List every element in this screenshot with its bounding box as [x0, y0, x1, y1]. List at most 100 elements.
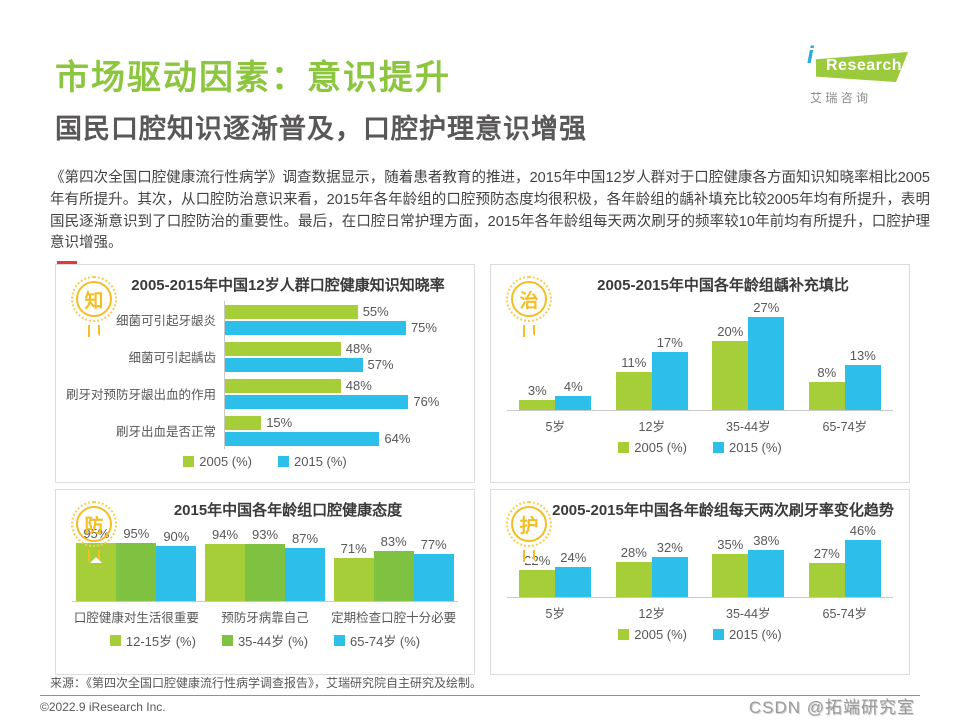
- bar-wrap: 32%: [651, 540, 688, 598]
- category-label: 定期检查口腔十分必要: [331, 611, 457, 626]
- bar-line: 48%: [225, 341, 462, 356]
- category-axis: 5岁 12岁 35-44岁 65-74岁: [507, 416, 893, 435]
- bar: [748, 550, 785, 598]
- category-label: 35-44岁: [726, 607, 771, 622]
- bar: [413, 554, 454, 602]
- iresearch-logo-mark: i Research: [807, 42, 908, 82]
- bar: [844, 365, 881, 411]
- bar-wrap: 11%: [615, 355, 652, 411]
- bar: [555, 396, 592, 411]
- bar-wrap: 94%: [205, 527, 245, 602]
- legend-swatch: [334, 635, 346, 647]
- bar-value-label: 20%: [717, 324, 744, 340]
- bar: [225, 320, 406, 335]
- bar-value-label: 55%: [362, 304, 389, 320]
- legend-swatch: [618, 442, 630, 454]
- plot-area: 3% 4% 11% 17% 20% 27% 8% 13%: [507, 300, 893, 412]
- bar: [116, 543, 157, 602]
- bar-value-label: 8%: [817, 365, 837, 381]
- bar-value-label: 64%: [384, 431, 411, 447]
- medal-character: 防: [71, 501, 117, 547]
- bar-value-label: 15%: [266, 415, 293, 431]
- legend-item: 12-15岁 (%): [109, 631, 196, 650]
- chart-body: 细菌可引起牙龈炎 55% 75% 细菌可引起龋齿 48% 57% 刷牙对预防牙龈出血的作用 4…: [64, 301, 462, 450]
- chart-title: 2015年中国各年龄组口腔健康态度: [173, 502, 403, 519]
- category-label: 12岁: [638, 607, 665, 622]
- legend-label: 35-44岁 (%): [237, 634, 309, 650]
- legend-label: 2015 (%): [729, 627, 782, 643]
- chart-panel-treatment: 治 2005-2015年中国各年龄组龋补充填比 3% 4% 11% 17% 20% 27%…: [490, 264, 910, 483]
- chart-row: 刷牙出血是否正常 15% 64%: [64, 412, 462, 450]
- bar: [205, 544, 245, 602]
- bar-value-label: 27%: [753, 300, 780, 316]
- bar-value-label: 95%: [123, 526, 150, 542]
- chart-title: 2005-2015年中国各年龄组每天两次刷牙率变化趋势: [552, 502, 894, 519]
- bar: [76, 543, 117, 602]
- bar-wrap: 83%: [373, 534, 414, 602]
- chart-title: 2005-2015年中国各年龄组龋补充填比: [597, 277, 849, 294]
- legend-label: 12-15岁 (%): [125, 634, 196, 650]
- bar-wrap: 71%: [333, 541, 374, 602]
- bar-wrap: 90%: [156, 529, 197, 602]
- bar: [225, 394, 409, 409]
- plot-area: 95% 95% 90% 94% 93% 87% 71% 83% 77%: [72, 526, 458, 603]
- bar-wrap: 8%: [808, 365, 845, 411]
- legend-item: 2005 (%): [183, 454, 252, 469]
- page-title: 市场驱动因素：意识提升: [55, 59, 451, 97]
- bar: [225, 431, 380, 446]
- bar-value-label: 90%: [163, 529, 190, 545]
- bar-value-label: 3%: [527, 383, 547, 399]
- chart-panel-prevention: 防 2015年中国各年龄组口腔健康态度 95% 95% 90% 94% 93% 87% 71…: [55, 489, 475, 675]
- category-label: 65-74岁: [822, 420, 867, 435]
- bar-wrap: 27%: [748, 300, 785, 411]
- page-subtitle: 国民口腔知识逐渐普及，口腔护理意识增强: [55, 114, 587, 144]
- bar-value-label: 32%: [656, 540, 683, 556]
- bar: [712, 554, 749, 598]
- medal-character: 知: [71, 276, 117, 322]
- bar-group: 35% 38%: [700, 533, 797, 598]
- ribbon-icon: [88, 550, 102, 563]
- chart-row: 细菌可引起龋齿 48% 57%: [64, 338, 462, 376]
- legend-swatch: [713, 442, 724, 454]
- bar-line: 76%: [225, 394, 462, 409]
- bar-value-label: 13%: [849, 348, 876, 364]
- category-label: 5岁: [545, 607, 565, 622]
- chart-legend: 2005 (%) 2015 (%): [491, 627, 909, 642]
- chart-body: 95% 95% 90% 94% 93% 87% 71% 83% 77% 口腔健康对生活很重要 预防牙…: [72, 526, 458, 626]
- legend-item: 65-74岁 (%): [334, 631, 420, 650]
- watermark-text: CSDN @拓端研究室: [748, 698, 915, 717]
- category-axis: 5岁 12岁 35-44岁 65-74岁: [507, 603, 893, 622]
- category-label: 刷牙对预防牙龈出血的作用: [65, 388, 216, 403]
- bar-value-label: 77%: [420, 537, 447, 553]
- bar-wrap: 95%: [116, 526, 157, 602]
- category-label: 预防牙病靠自己: [221, 611, 309, 626]
- bar-wrap: 46%: [844, 523, 881, 598]
- bar-value-label: 76%: [413, 394, 440, 410]
- bar-line: 48%: [225, 378, 462, 393]
- bar-wrap: 77%: [413, 537, 454, 602]
- medal-icon-care: 护: [506, 501, 552, 563]
- bar: [712, 341, 749, 411]
- source-note: 来源：《第四次全国口腔健康流行性病学调查报告》，艾瑞研究院自主研究及绘制。: [50, 676, 483, 690]
- bars-area: 15% 64%: [224, 412, 462, 450]
- category-label: 5岁: [545, 420, 565, 435]
- bar: [225, 357, 363, 372]
- legend-swatch: [278, 456, 289, 468]
- bar-value-label: 28%: [620, 545, 647, 561]
- legend-item: 2005 (%): [618, 627, 687, 642]
- bar: [651, 557, 688, 598]
- bar-group: 71% 83% 77%: [329, 534, 458, 602]
- bar-wrap: 4%: [555, 379, 592, 411]
- ribbon-icon: [88, 325, 102, 338]
- legend-label: 2005 (%): [634, 627, 687, 643]
- bar: [615, 562, 652, 598]
- legend-label: 2015 (%): [729, 440, 782, 456]
- category-label: 刷牙出血是否正常: [115, 425, 216, 440]
- bar-wrap: 20%: [712, 324, 749, 411]
- bar: [615, 372, 652, 411]
- medal-icon-knowledge: 知: [71, 276, 117, 338]
- bar: [225, 378, 341, 393]
- bar-group: 27% 46%: [797, 523, 894, 598]
- copyright-note: ©2022.9 iResearch Inc.: [40, 700, 166, 714]
- bar-value-label: 57%: [367, 357, 394, 373]
